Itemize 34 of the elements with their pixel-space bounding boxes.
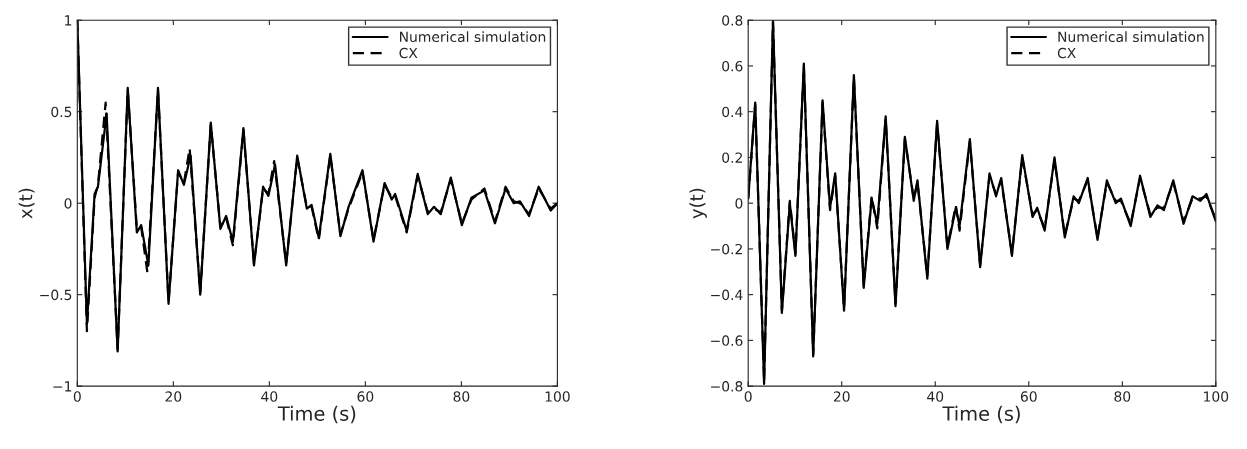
x-tick-label: 0 (73, 391, 81, 402)
x-tick-label: 20 (165, 391, 182, 402)
y-tick-label: 0 (735, 198, 743, 209)
x-tick-label: 60 (1020, 391, 1037, 402)
y-tick-label: −0.5 (40, 289, 72, 301)
x-tick-label: 0 (744, 391, 752, 402)
legend-label: Numerical simulation (1058, 31, 1204, 43)
x-axis-title: Time (s) (942, 405, 1020, 424)
x-tick-label: 80 (453, 391, 470, 402)
y-tick-label: −0.8 (711, 381, 743, 392)
y-axis-title: y(t) (689, 188, 707, 219)
legend-label: Numerical simulation (400, 31, 546, 43)
x-tick-label: 100 (545, 391, 570, 402)
y-tick-label: 1 (65, 15, 72, 26)
y-tick-label: 0.8 (722, 15, 743, 26)
y-tick-label: −0.4 (711, 289, 743, 301)
legend-label: CX (399, 47, 418, 59)
legend-label: CX (1057, 47, 1076, 59)
y-tick-label: 0 (64, 198, 72, 209)
y-tick-label: −1 (53, 381, 72, 392)
x-tick-label: 20 (833, 391, 850, 402)
y-tick-label: 0.5 (51, 106, 72, 118)
y-tick-label: 0.2 (722, 152, 742, 163)
x-tick-label: 100 (1204, 391, 1229, 402)
x-tick-label: 40 (927, 391, 944, 402)
x-axis-title: Time (s) (277, 405, 356, 424)
y-axis-title: x(t) (18, 188, 35, 219)
y-tick-label: −0.6 (711, 335, 743, 346)
y-tick-label: 0.6 (722, 60, 743, 72)
y-tick-label: −0.2 (711, 243, 742, 255)
x-tick-label: 80 (1114, 391, 1131, 402)
y-tick-label: 0.4 (722, 106, 743, 118)
x-tick-label: 40 (261, 391, 278, 402)
x-tick-label: 60 (357, 391, 374, 402)
